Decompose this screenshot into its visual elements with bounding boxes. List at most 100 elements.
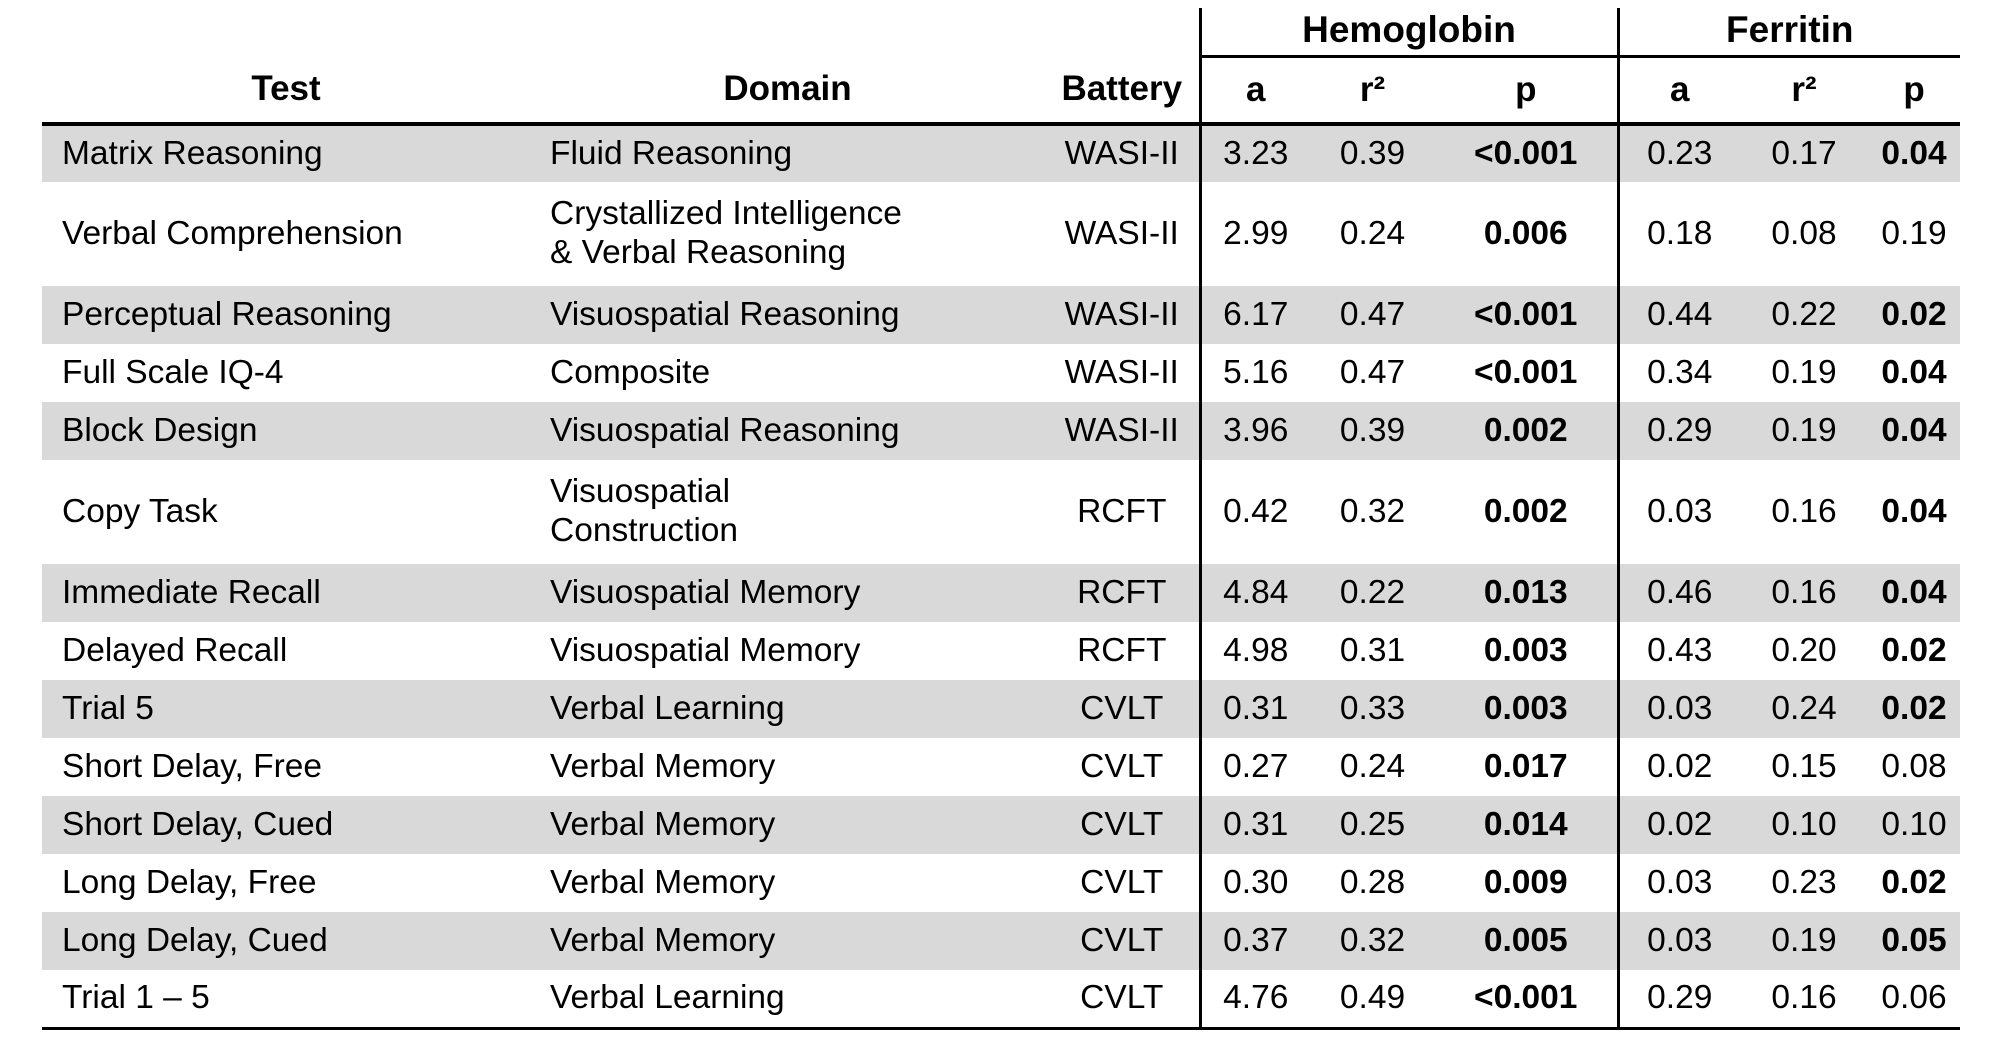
cell-battery: WASI-II	[1045, 124, 1200, 182]
table-row: Short Delay, Free Verbal Memory CVLT 0.2…	[42, 738, 1960, 796]
cell-hgb-p: 0.003	[1483, 632, 1568, 669]
cell-hgb-p: 0.003	[1435, 680, 1619, 738]
cell-fer-a: 0.29	[1616, 402, 1741, 460]
cell-hgb-a: 4.98	[1198, 622, 1310, 680]
cell-hgb-p: 0.005	[1435, 912, 1619, 970]
cell-hgb-a: 5.16	[1198, 344, 1310, 402]
cell-battery: CVLT	[1045, 970, 1200, 1030]
column-header-row: Test Domain Battery a r² p a r² p	[42, 56, 1961, 126]
cell-fer-p: 0.04	[1868, 124, 1961, 182]
cell-hgb-p: 0.014	[1435, 796, 1619, 854]
cell-hgb-r2: 0.49	[1310, 970, 1435, 1030]
cell-domain: Visuospatial Reasoning	[530, 286, 1045, 344]
footnote-marker: a	[46, 1040, 57, 1044]
cell-fer-r2: 0.19	[1771, 354, 1837, 391]
cell-battery: CVLT	[1080, 864, 1164, 901]
cell-fer-r2: 0.15	[1771, 748, 1837, 785]
column-header-domain: Domain	[530, 56, 1045, 126]
cell-domain: Fluid Reasoning	[530, 124, 1045, 182]
table-row: Short Delay, Cued Verbal Memory CVLT 0.3…	[42, 796, 1961, 854]
cell-domain: Visuospatial Construction	[550, 473, 739, 549]
cell-fer-r2: 0.24	[1740, 680, 1869, 738]
cell-test: Copy Task	[62, 493, 218, 530]
column-header-hgb-a: a	[1198, 56, 1310, 126]
table-row: Full Scale IQ-4 Composite WASI-II 5.16 0…	[42, 344, 1960, 402]
cell-fer-a: 0.03	[1616, 912, 1741, 970]
cell-fer-r2: 0.23	[1771, 864, 1837, 901]
cell-fer-p: 0.06	[1868, 970, 1961, 1030]
cell-hgb-p: 0.013	[1435, 564, 1619, 622]
cell-domain: Visuospatial Reasoning	[530, 402, 1045, 460]
cell-fer-p: 0.02	[1881, 632, 1947, 669]
cell-battery: RCFT	[1077, 493, 1167, 530]
cell-battery: WASI-II	[1045, 402, 1200, 460]
cell-fer-r2: 0.16	[1740, 970, 1869, 1030]
cell-hgb-p: <0.001	[1474, 354, 1578, 391]
cell-fer-r2: 0.16	[1740, 564, 1869, 622]
cell-domain: Visuospatial Memory	[530, 564, 1045, 622]
cell-fer-r2: 0.22	[1740, 286, 1869, 344]
table-row: Delayed Recall Visuospatial Memory RCFT …	[42, 622, 1960, 680]
cell-hgb-a: 0.37	[1198, 912, 1310, 970]
table-row: Long Delay, Cued Verbal Memory CVLT 0.37…	[42, 912, 1961, 970]
cell-hgb-p: 0.002	[1435, 402, 1619, 460]
cell-fer-r2: 0.19	[1740, 912, 1869, 970]
table-row: Matrix Reasoning Fluid Reasoning WASI-II…	[42, 124, 1961, 182]
cell-hgb-a: 3.96	[1198, 402, 1310, 460]
cell-domain: Verbal Memory	[550, 747, 776, 785]
cell-fer-p: 0.04	[1868, 564, 1961, 622]
results-table: Hemoglobin Ferritin Test Domain Battery …	[42, 8, 1961, 1030]
cell-domain: Verbal Learning	[530, 680, 1045, 738]
cell-fer-a: 0.44	[1616, 286, 1741, 344]
cell-fer-a: 0.03	[1616, 680, 1741, 738]
cell-battery: WASI-II	[1064, 354, 1179, 391]
cell-hgb-a: 0.31	[1198, 796, 1310, 854]
cell-hgb-p: <0.001	[1435, 970, 1619, 1030]
table-row: Long Delay, Free Verbal Memory CVLT 0.30…	[42, 854, 1960, 912]
cell-hgb-p: 0.009	[1483, 864, 1568, 901]
cell-domain: Verbal Memory	[530, 912, 1045, 970]
cell-hgb-r2: 0.24	[1339, 748, 1406, 785]
cell-fer-p: 0.04	[1868, 402, 1961, 460]
cell-fer-p: 0.05	[1868, 912, 1961, 970]
cell-fer-r2: 0.08	[1771, 215, 1837, 252]
table-row: Verbal Comprehension Crystallized Intell…	[42, 182, 1960, 286]
cell-battery: CVLT	[1080, 748, 1164, 785]
group-header-hemoglobin: Hemoglobin	[1198, 8, 1619, 58]
cell-fer-a: 0.23	[1616, 124, 1741, 182]
cell-fer-p: 0.10	[1868, 796, 1961, 854]
column-header-hgb-p: p	[1435, 56, 1619, 126]
cell-hgb-p: <0.001	[1435, 124, 1619, 182]
table-body: Matrix Reasoning Fluid Reasoning WASI-II…	[42, 124, 1961, 1030]
cell-domain: Verbal Memory	[550, 863, 776, 901]
cell-fer-p: 0.19	[1881, 215, 1947, 252]
cell-fer-p: 0.02	[1868, 286, 1961, 344]
table-row: Copy Task Visuospatial Construction RCFT…	[42, 460, 1960, 564]
table-row: Perceptual Reasoning Visuospatial Reason…	[42, 286, 1961, 344]
cell-battery: CVLT	[1045, 912, 1200, 970]
cell-test: Long Delay, Cued	[42, 912, 530, 970]
cell-fer-a: 0.29	[1616, 970, 1741, 1030]
cell-domain: Crystallized Intelligence & Verbal Reaso…	[550, 195, 902, 271]
table-footnote: a Values from adjusted linear regression…	[46, 1034, 1992, 1044]
cell-hgb-a: 0.42	[1198, 460, 1310, 564]
cell-domain: Composite	[550, 353, 711, 391]
cell-hgb-r2: 0.22	[1310, 564, 1435, 622]
cell-hgb-p: 0.002	[1483, 493, 1568, 530]
cell-fer-r2: 0.20	[1771, 632, 1837, 669]
footnote-text: Values from adjusted linear regression m…	[65, 1042, 1514, 1044]
column-header-battery: Battery	[1045, 56, 1200, 126]
cell-hgb-r2: 0.31	[1339, 632, 1406, 669]
cell-hgb-r2: 0.32	[1339, 493, 1406, 530]
cell-test: Trial 1 – 5	[42, 970, 530, 1030]
cell-test: Short Delay, Free	[62, 748, 323, 785]
table-row: Trial 5 Verbal Learning CVLT 0.31 0.33 0…	[42, 680, 1961, 738]
cell-battery: CVLT	[1045, 680, 1200, 738]
cell-hgb-r2: 0.39	[1310, 124, 1435, 182]
cell-fer-p: 0.04	[1881, 354, 1947, 391]
cell-fer-a: 0.02	[1616, 738, 1741, 796]
cell-test: Short Delay, Cued	[42, 796, 530, 854]
cell-battery: WASI-II	[1045, 286, 1200, 344]
cell-fer-a: 0.34	[1616, 344, 1741, 402]
